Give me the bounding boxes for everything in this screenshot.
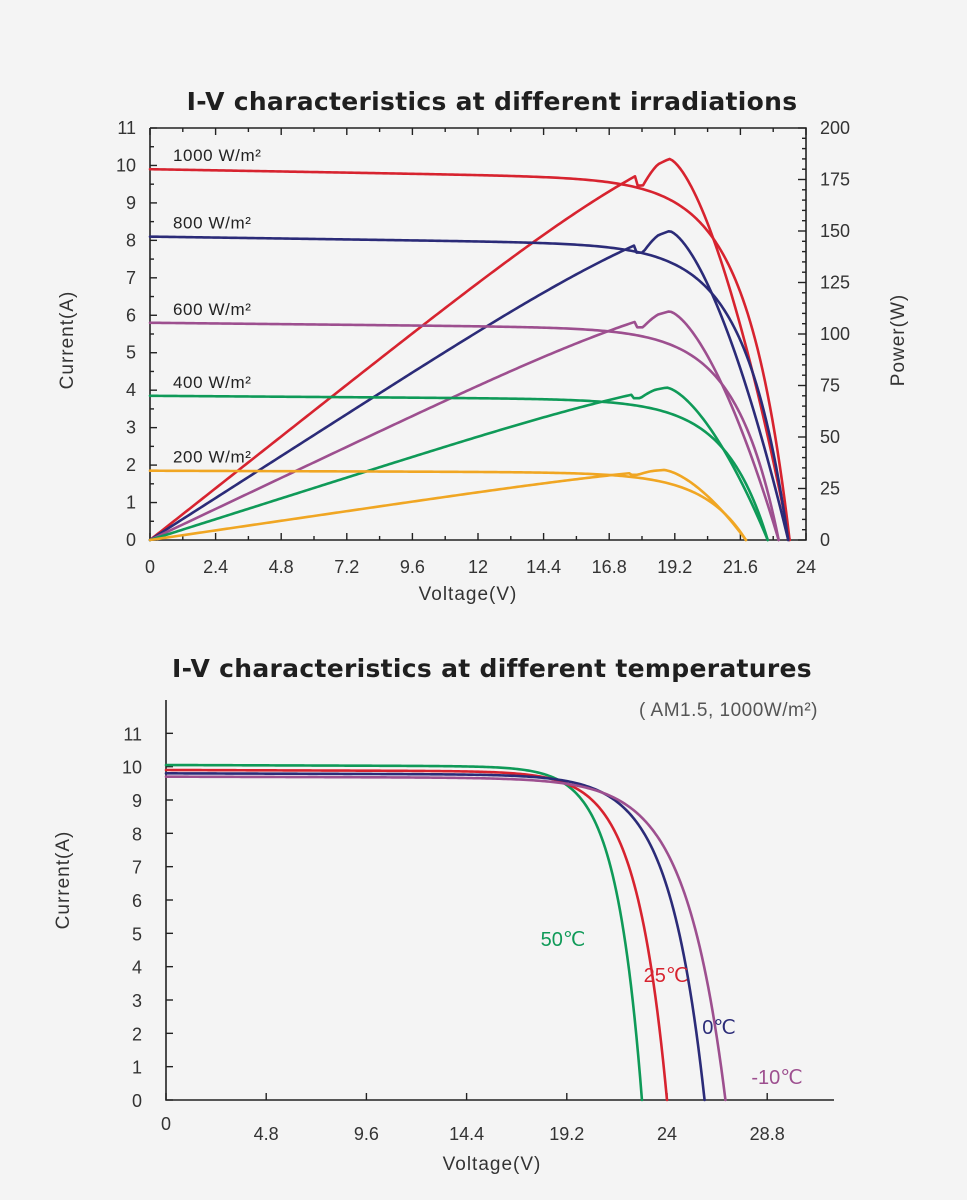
series-label: 25℃ [644, 965, 689, 987]
y-tick-label: 0 [132, 1091, 142, 1111]
series-label: 200 W/m² [173, 448, 251, 467]
y-tick-label: 5 [126, 343, 136, 363]
y2-tick-label: 200 [820, 118, 850, 138]
y-tick-label: 6 [126, 305, 136, 325]
y2-tick-label: 125 [820, 273, 850, 293]
x-tick-label: 12 [468, 557, 488, 577]
x-tick-label: 14.4 [449, 1124, 484, 1144]
x-tick-label: 19.2 [657, 557, 692, 577]
iv-curve [164, 772, 706, 1102]
y-tick-label: 10 [116, 155, 136, 175]
y-tick-label: 9 [132, 791, 142, 811]
y2-tick-label: 175 [820, 170, 850, 190]
y-tick-label: 11 [123, 724, 142, 744]
series-label: 800 W/m² [173, 214, 251, 233]
x-tick-label: 19.2 [549, 1124, 584, 1144]
iv-curve [164, 775, 727, 1102]
y-tick-label: 7 [132, 858, 142, 878]
y-tick-label: 4 [132, 958, 142, 978]
series-labels: 1000 W/m² 800 W/m² 600 W/m² 400 W/m² 200 W/m… [173, 146, 262, 467]
y-tick-label: 9 [126, 193, 136, 213]
x-tick-label: 7.2 [334, 557, 359, 577]
series-label: 1000 W/m² [173, 146, 262, 165]
y-axis-label: Current(A) [57, 291, 78, 390]
y2-tick-label: 75 [820, 376, 840, 396]
curves [164, 763, 727, 1102]
series-labels: 50℃ 25℃ 0℃ -10℃ [541, 929, 803, 1089]
chart-subtitle: ( AM1.5, 1000W/m²) [639, 700, 818, 721]
y-tick-label: 1 [126, 493, 136, 513]
x-tick-label: 9.6 [400, 557, 425, 577]
iv-curve [148, 394, 770, 542]
y-tick-label: 4 [126, 380, 136, 400]
series-label: 600 W/m² [173, 300, 251, 319]
y-tick-label: 2 [132, 1024, 142, 1044]
series-label: 400 W/m² [173, 373, 251, 392]
x-tick-label: 21.6 [723, 557, 758, 577]
curves [148, 157, 791, 542]
x-tick-label: 4.8 [254, 1124, 279, 1144]
series-label: 50℃ [541, 929, 586, 951]
y-tick-label: 10 [122, 758, 142, 778]
iv-curve [148, 235, 790, 542]
x-axis-ticks: 0 4.8 9.6 14.4 19.2 24 28.8 [161, 1093, 785, 1144]
y-axis-ticks: 0 1 2 3 4 5 6 7 8 9 10 11 [116, 118, 157, 550]
x-tick-label: 9.6 [354, 1124, 379, 1144]
x-tick-label: 4.8 [269, 557, 294, 577]
iv-curve [148, 321, 780, 542]
x-tick-label: 0 [161, 1114, 171, 1134]
y-tick-label: 3 [132, 991, 142, 1011]
x-tick-label: 0 [145, 557, 155, 577]
x-tick-label: 24 [657, 1124, 677, 1144]
power-curve [148, 157, 791, 542]
y-tick-label: 2 [126, 455, 136, 475]
power-curve [148, 310, 780, 542]
y-tick-label: 5 [132, 924, 142, 944]
iv-curve [148, 469, 748, 542]
y-tick-label: 8 [132, 824, 142, 844]
y2-axis-label: Power(W) [888, 294, 909, 386]
power-curve [148, 386, 770, 542]
y-axis-ticks: 0 1 2 3 4 5 6 7 8 9 10 11 [122, 724, 173, 1111]
irradiation-chart: I-V characteristics at different irradia… [57, 87, 909, 605]
axes-frame [165, 700, 834, 1101]
x-axis-label: Voltage(V) [419, 584, 518, 605]
x-tick-label: 24 [796, 557, 816, 577]
axes-lines [165, 700, 834, 1101]
x-axis-label: Voltage(V) [443, 1154, 542, 1175]
y2-tick-label: 25 [820, 479, 840, 499]
y2-tick-label: 50 [820, 427, 840, 447]
iv-curve [148, 167, 791, 542]
series-label: 0℃ [702, 1017, 736, 1039]
y-tick-label: 3 [126, 418, 136, 438]
x-tick-label: 16.8 [592, 557, 627, 577]
y2-tick-label: 100 [820, 324, 850, 344]
y-axis-label: Current(A) [53, 831, 74, 930]
chart-title: I-V characteristics at different tempera… [172, 654, 812, 683]
chart-title: I-V characteristics at different irradia… [187, 87, 798, 116]
power-curve [148, 468, 748, 542]
y-tick-label: 1 [132, 1058, 142, 1078]
x-axis-ticks: 0 2.4 4.8 7.2 9.6 12 14.4 16.8 19.2 21.6 24 [145, 128, 816, 577]
series-label: -10℃ [751, 1067, 802, 1089]
x-tick-label: 28.8 [750, 1124, 785, 1144]
y-tick-label: 8 [126, 230, 136, 250]
y-tick-label: 6 [132, 891, 142, 911]
y2-tick-label: 150 [820, 221, 850, 241]
x-tick-label: 2.4 [203, 557, 228, 577]
y2-tick-label: 0 [820, 530, 830, 550]
x-tick-label: 14.4 [526, 557, 561, 577]
y-tick-label: 7 [126, 268, 136, 288]
temperature-chart: I-V characteristics at different tempera… [53, 654, 834, 1175]
y-tick-label: 11 [117, 118, 136, 138]
y-tick-label: 0 [126, 530, 136, 550]
iv-curve [164, 768, 669, 1102]
y2-axis-ticks: 0 25 50 75 100 125 150 175 200 [798, 118, 850, 550]
